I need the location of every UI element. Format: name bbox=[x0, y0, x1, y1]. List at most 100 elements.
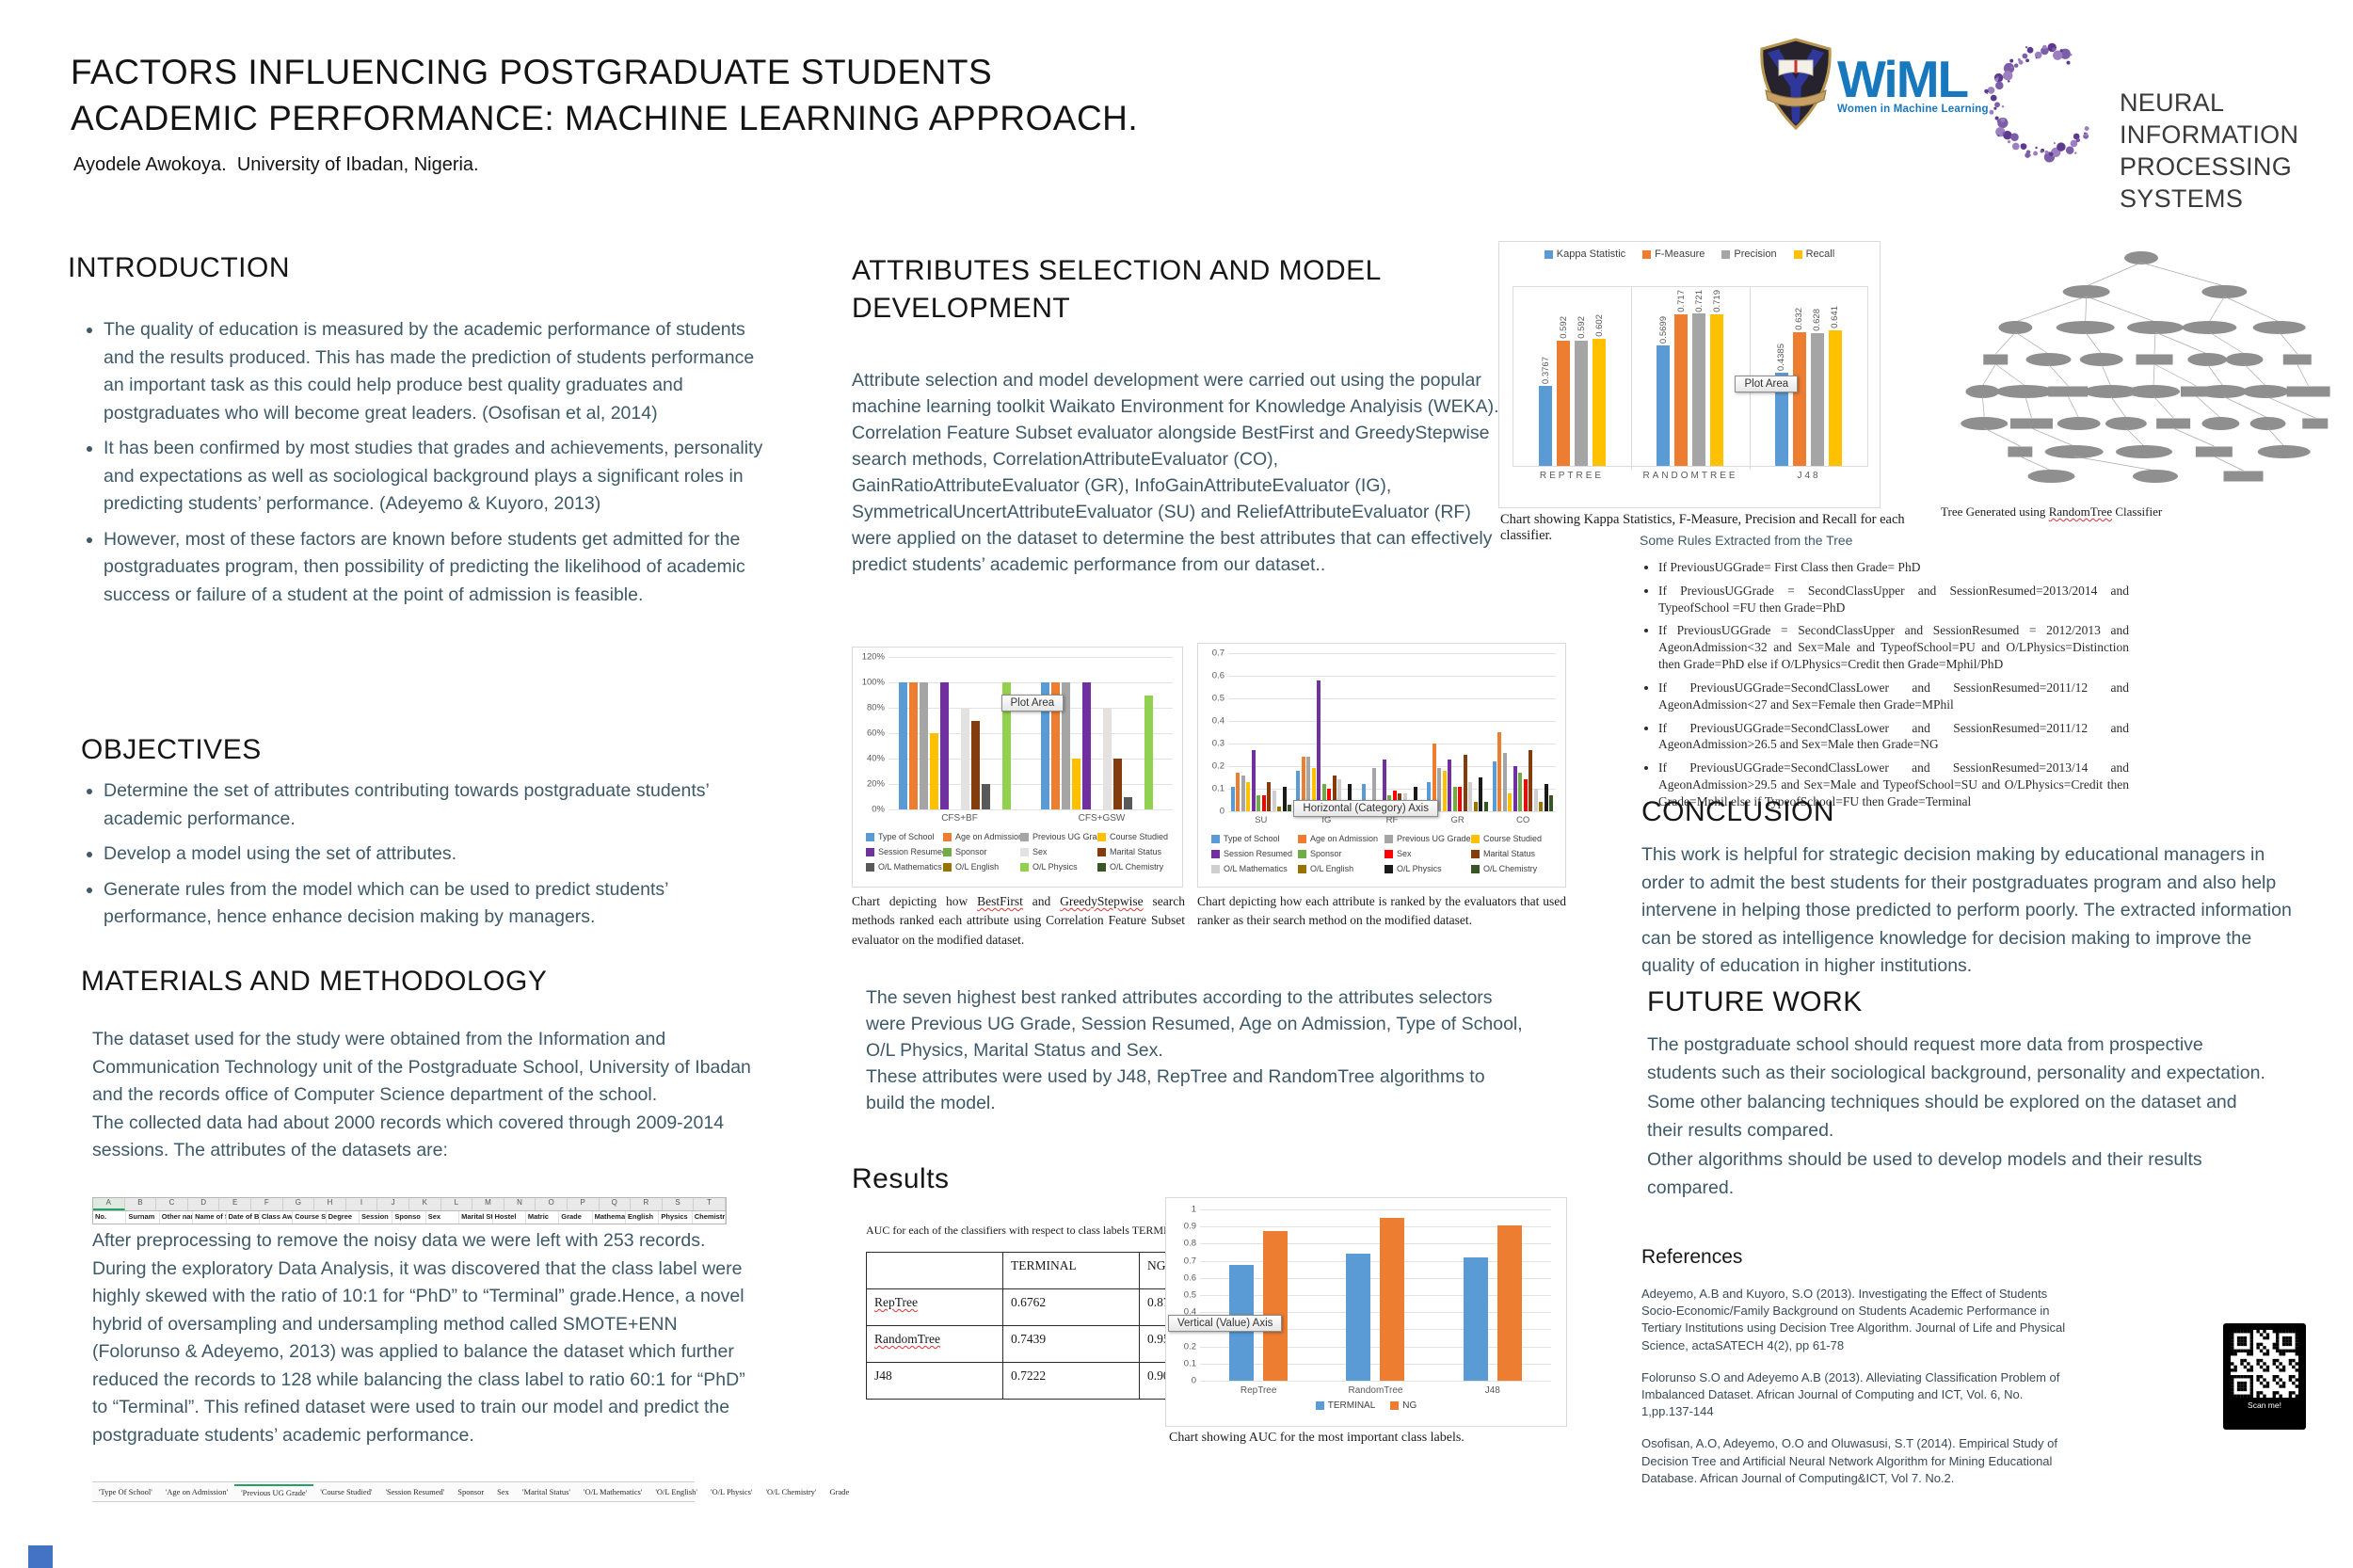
y-axis-tick: 0.7 bbox=[1211, 648, 1225, 659]
decision-tree-icon bbox=[1961, 251, 2330, 483]
y-axis-tick: 100% bbox=[861, 677, 885, 688]
grid-line bbox=[1200, 1346, 1551, 1348]
grid-line bbox=[1228, 698, 1556, 699]
legend-swatch-icon bbox=[1211, 864, 1220, 873]
bar bbox=[1144, 695, 1153, 809]
neurips-text-line1: NEURAL INFORMATION bbox=[2120, 88, 2299, 149]
bar-wrap bbox=[1050, 682, 1060, 809]
bar bbox=[1081, 682, 1091, 809]
legend-swatch-icon bbox=[1211, 849, 1220, 858]
attributes-para2: Correlation Feature Subset evaluator alo… bbox=[852, 423, 1493, 575]
list-item: The postgraduate school should request m… bbox=[1647, 1034, 2265, 1083]
legend-swatch-icon bbox=[1721, 249, 1731, 259]
neurips-swoosh-icon bbox=[1984, 42, 2089, 163]
bar-wrap bbox=[919, 682, 928, 809]
legend-item: Age on Admission bbox=[943, 832, 1020, 841]
category-label: RANDOMTREE bbox=[1642, 470, 1738, 481]
sheet-cell: M bbox=[472, 1198, 504, 1210]
legend-item: Marital Status bbox=[1097, 847, 1175, 856]
bar-wrap bbox=[1463, 1256, 1488, 1381]
bar bbox=[1230, 786, 1235, 811]
bar-wrap bbox=[1144, 695, 1153, 809]
bar-wrap bbox=[929, 733, 938, 809]
bar bbox=[1774, 373, 1788, 466]
bar-wrap bbox=[1371, 768, 1376, 811]
neurips-logo-text: NEURAL INFORMATION PROCESSING SYSTEMS bbox=[2120, 87, 2353, 215]
legend-swatch-icon bbox=[1211, 834, 1220, 843]
grid-line bbox=[1228, 789, 1556, 790]
category-label: CO bbox=[1516, 815, 1530, 825]
grid-line bbox=[1200, 1312, 1551, 1314]
list-item: Adeyemo, A.B and Kuyoro, S.O (2013). Inv… bbox=[1641, 1287, 2066, 1352]
legend-swatch-icon bbox=[1793, 249, 1802, 259]
bar bbox=[1332, 775, 1337, 811]
cfs-ranking-chart: 0% 20% 40% 60% 80% 100% 120% CFS+BF CFS+GSW Typ… bbox=[852, 647, 1183, 888]
bar-wrap bbox=[1533, 789, 1538, 811]
bar-wrap bbox=[970, 720, 980, 809]
list-item: Other algorithms should be used to devel… bbox=[1647, 1149, 2202, 1198]
bar bbox=[1337, 779, 1342, 811]
bar bbox=[1263, 1231, 1289, 1381]
bar bbox=[1468, 781, 1473, 811]
bar-wrap bbox=[1251, 750, 1256, 811]
bar-wrap: 0.719 bbox=[1710, 290, 1724, 466]
tree-caption: Tree Generated using RandomTree Classifi… bbox=[1941, 504, 2163, 519]
bar bbox=[1674, 314, 1689, 466]
bar bbox=[1272, 791, 1276, 811]
data-label: 0.721 bbox=[1693, 289, 1705, 312]
bar-group: 0.4385 0.632 0.628 0.641 bbox=[1774, 306, 1842, 466]
bar-group: 0.3767 0.592 0.592 0.602 bbox=[1539, 314, 1607, 466]
bar-wrap bbox=[1272, 791, 1276, 811]
bar-wrap bbox=[1479, 777, 1483, 811]
sheet-cell: L bbox=[441, 1198, 473, 1210]
bar bbox=[970, 720, 980, 809]
sheet-cell: Chemistry bbox=[693, 1211, 726, 1224]
attributes-summary: The seven highest best ranked attributes… bbox=[866, 984, 1525, 1116]
bar-wrap: 0.5699 bbox=[1657, 316, 1671, 466]
bar-wrap bbox=[1346, 1253, 1371, 1381]
wiml-logo: WiML Women in Machine Learning bbox=[1837, 54, 2025, 116]
bar bbox=[939, 682, 949, 809]
bar-group: 0.5699 0.717 0.721 0.719 bbox=[1657, 289, 1724, 466]
list-item: Some other balancing techniques should b… bbox=[1647, 1092, 2237, 1141]
materials-para2: The collected data had about 2000 record… bbox=[92, 1112, 725, 1161]
legend-item: Recall bbox=[1793, 248, 1834, 260]
data-label: 0.602 bbox=[1593, 314, 1605, 337]
ranker-chart-categories: SU IG RF GR CO bbox=[1228, 815, 1556, 825]
wiml-logo-subtext: Women in Machine Learning bbox=[1837, 104, 1989, 115]
data-label: 0.719 bbox=[1711, 290, 1722, 312]
bar bbox=[1236, 773, 1241, 811]
legend-swatch-icon bbox=[866, 847, 874, 856]
plot-area-tooltip: Plot Area bbox=[1735, 376, 1799, 392]
ranker-chart-legend: Type of School Age on Admission Previous U… bbox=[1198, 825, 1565, 878]
bar-wrap bbox=[1236, 773, 1241, 811]
grid-line bbox=[888, 657, 1173, 658]
y-axis-tick: 0 bbox=[1219, 806, 1225, 817]
conclusion-text: This work is helpful for strategic decis… bbox=[1641, 844, 2292, 976]
table-cell: 0.7439 bbox=[1002, 1325, 1140, 1363]
list-item: If PreviousUGGrade = SecondClassUpper an… bbox=[1658, 622, 2129, 672]
legend-item: Marital Status bbox=[1471, 849, 1558, 858]
materials-text: The dataset used for the study were obta… bbox=[92, 1026, 757, 1165]
legend-item: Sponsor bbox=[943, 847, 1020, 856]
bar-wrap bbox=[1463, 755, 1467, 811]
introduction-list: The quality of education is measured by … bbox=[75, 316, 774, 616]
sheet-cell: 'Course Studied' bbox=[320, 1487, 373, 1496]
legend-item: Sponsor bbox=[1298, 849, 1385, 858]
list-item: Osofisan, A.O, Adeyemo, O.O and Oluwasus… bbox=[1641, 1436, 2057, 1485]
sheet-cell: F bbox=[251, 1198, 283, 1210]
bar bbox=[1241, 775, 1245, 811]
sheet-cell: Course Studie bbox=[293, 1211, 327, 1224]
bar-wrap bbox=[1473, 802, 1478, 811]
list-item: If PreviousUGGrade = SecondClassUpper an… bbox=[1658, 583, 2129, 616]
legend-swatch-icon bbox=[943, 847, 952, 856]
poster-title: FACTORS INFLUENCING POSTGRADUATE STUDENT… bbox=[71, 49, 1144, 141]
legend-item: NG bbox=[1390, 1400, 1417, 1411]
legend-item: Age on Admission bbox=[1298, 834, 1385, 843]
bar-wrap bbox=[1448, 759, 1452, 811]
sheet-cell: Other nam bbox=[160, 1211, 194, 1224]
bar bbox=[1001, 682, 1011, 809]
future-work-list: The postgraduate school should request m… bbox=[1647, 1032, 2276, 1204]
y-axis-tick: 0.2 bbox=[1183, 1341, 1196, 1352]
category-label: IG bbox=[1321, 815, 1332, 825]
